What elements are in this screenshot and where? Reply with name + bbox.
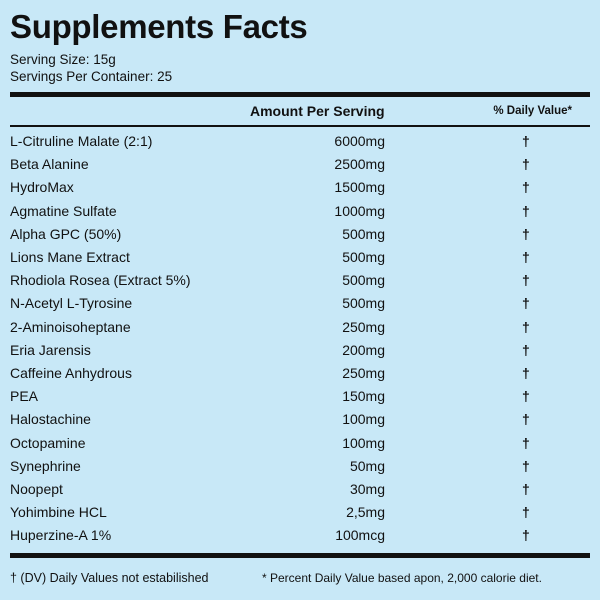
daily-value: †	[522, 527, 530, 544]
amount: 30mg	[349, 481, 385, 497]
ingredient-name: Lions Mane Extract	[10, 249, 130, 265]
amount: 250mg	[342, 365, 385, 381]
daily-value: †	[522, 318, 530, 335]
ingredient-name: Rhodiola Rosea (Extract 5%)	[10, 272, 191, 289]
daily-value: †	[522, 341, 530, 358]
amount: 500mg	[342, 295, 385, 312]
amount: 150mg	[342, 388, 385, 405]
amount: 2500mg	[334, 156, 385, 173]
rule	[10, 553, 590, 558]
serving-size: Serving Size: 15g	[10, 52, 116, 67]
daily-value: †	[522, 202, 530, 219]
title: Supplements Facts	[10, 8, 308, 45]
daily-value: †	[522, 156, 530, 173]
amount: 50mg	[349, 457, 385, 474]
column-header: % Daily Value*	[493, 105, 572, 117]
amount: 6000mg	[334, 133, 385, 149]
ingredient-name: 2-Aminoisoheptane	[10, 318, 131, 335]
daily-value: †	[522, 133, 530, 149]
amount: 250mg	[342, 318, 385, 335]
rule	[10, 125, 590, 127]
amount: 1000mg	[334, 202, 385, 219]
daily-value: †	[522, 411, 530, 428]
rule	[10, 92, 590, 97]
ingredient-name: Beta Alanine	[10, 156, 89, 173]
ingredient-name: Yohimbine HCL	[10, 504, 107, 521]
ingredient-name: Agmatine Sulfate	[10, 202, 117, 219]
ingredient-name: HydroMax	[10, 179, 74, 196]
amount: 200mg	[342, 341, 385, 358]
ingredient-name: PEA	[10, 388, 39, 405]
amount: 500mg	[342, 249, 385, 265]
daily-value: †	[522, 179, 530, 196]
amount: 100mg	[342, 411, 385, 428]
daily-value: †	[522, 481, 530, 497]
ingredient-name: Eria Jarensis	[10, 341, 91, 358]
ingredient-name: Noopept	[10, 481, 63, 497]
daily-value: †	[522, 365, 530, 381]
column-header: Amount Per Serving	[250, 103, 385, 119]
amount: 2,5mg	[346, 504, 385, 521]
daily-value: †	[522, 504, 530, 521]
ingredient-name: Synephrine	[10, 457, 81, 474]
daily-value: †	[522, 249, 530, 265]
daily-value: †	[522, 272, 530, 289]
ingredient-name: Octopamine	[10, 434, 86, 451]
daily-value: †	[522, 388, 530, 405]
daily-value: †	[522, 457, 530, 474]
amount: 1500mg	[334, 179, 385, 196]
footnote: * Percent Daily Value based apon, 2,000 …	[262, 571, 542, 585]
daily-value: †	[522, 434, 530, 451]
amount: 100mg	[342, 434, 385, 451]
footnote: † (DV) Daily Values not estabilished	[10, 571, 209, 585]
amount: 500mg	[342, 272, 385, 289]
ingredient-name: Alpha GPC (50%)	[10, 225, 122, 242]
ingredient-name: N-Acetyl L-Tyrosine	[10, 295, 133, 312]
servings-per-container: Servings Per Container: 25	[10, 69, 173, 84]
daily-value: †	[522, 295, 530, 312]
amount: 500mg	[342, 225, 385, 242]
amount: 100mcg	[335, 527, 385, 544]
ingredient-name: Huperzine-A 1%	[10, 527, 112, 544]
ingredient-name: L-Citruline Malate (2:1)	[10, 133, 153, 149]
ingredient-name: Caffeine Anhydrous	[10, 365, 132, 381]
ingredient-name: Halostachine	[10, 411, 91, 428]
daily-value: †	[522, 225, 530, 242]
